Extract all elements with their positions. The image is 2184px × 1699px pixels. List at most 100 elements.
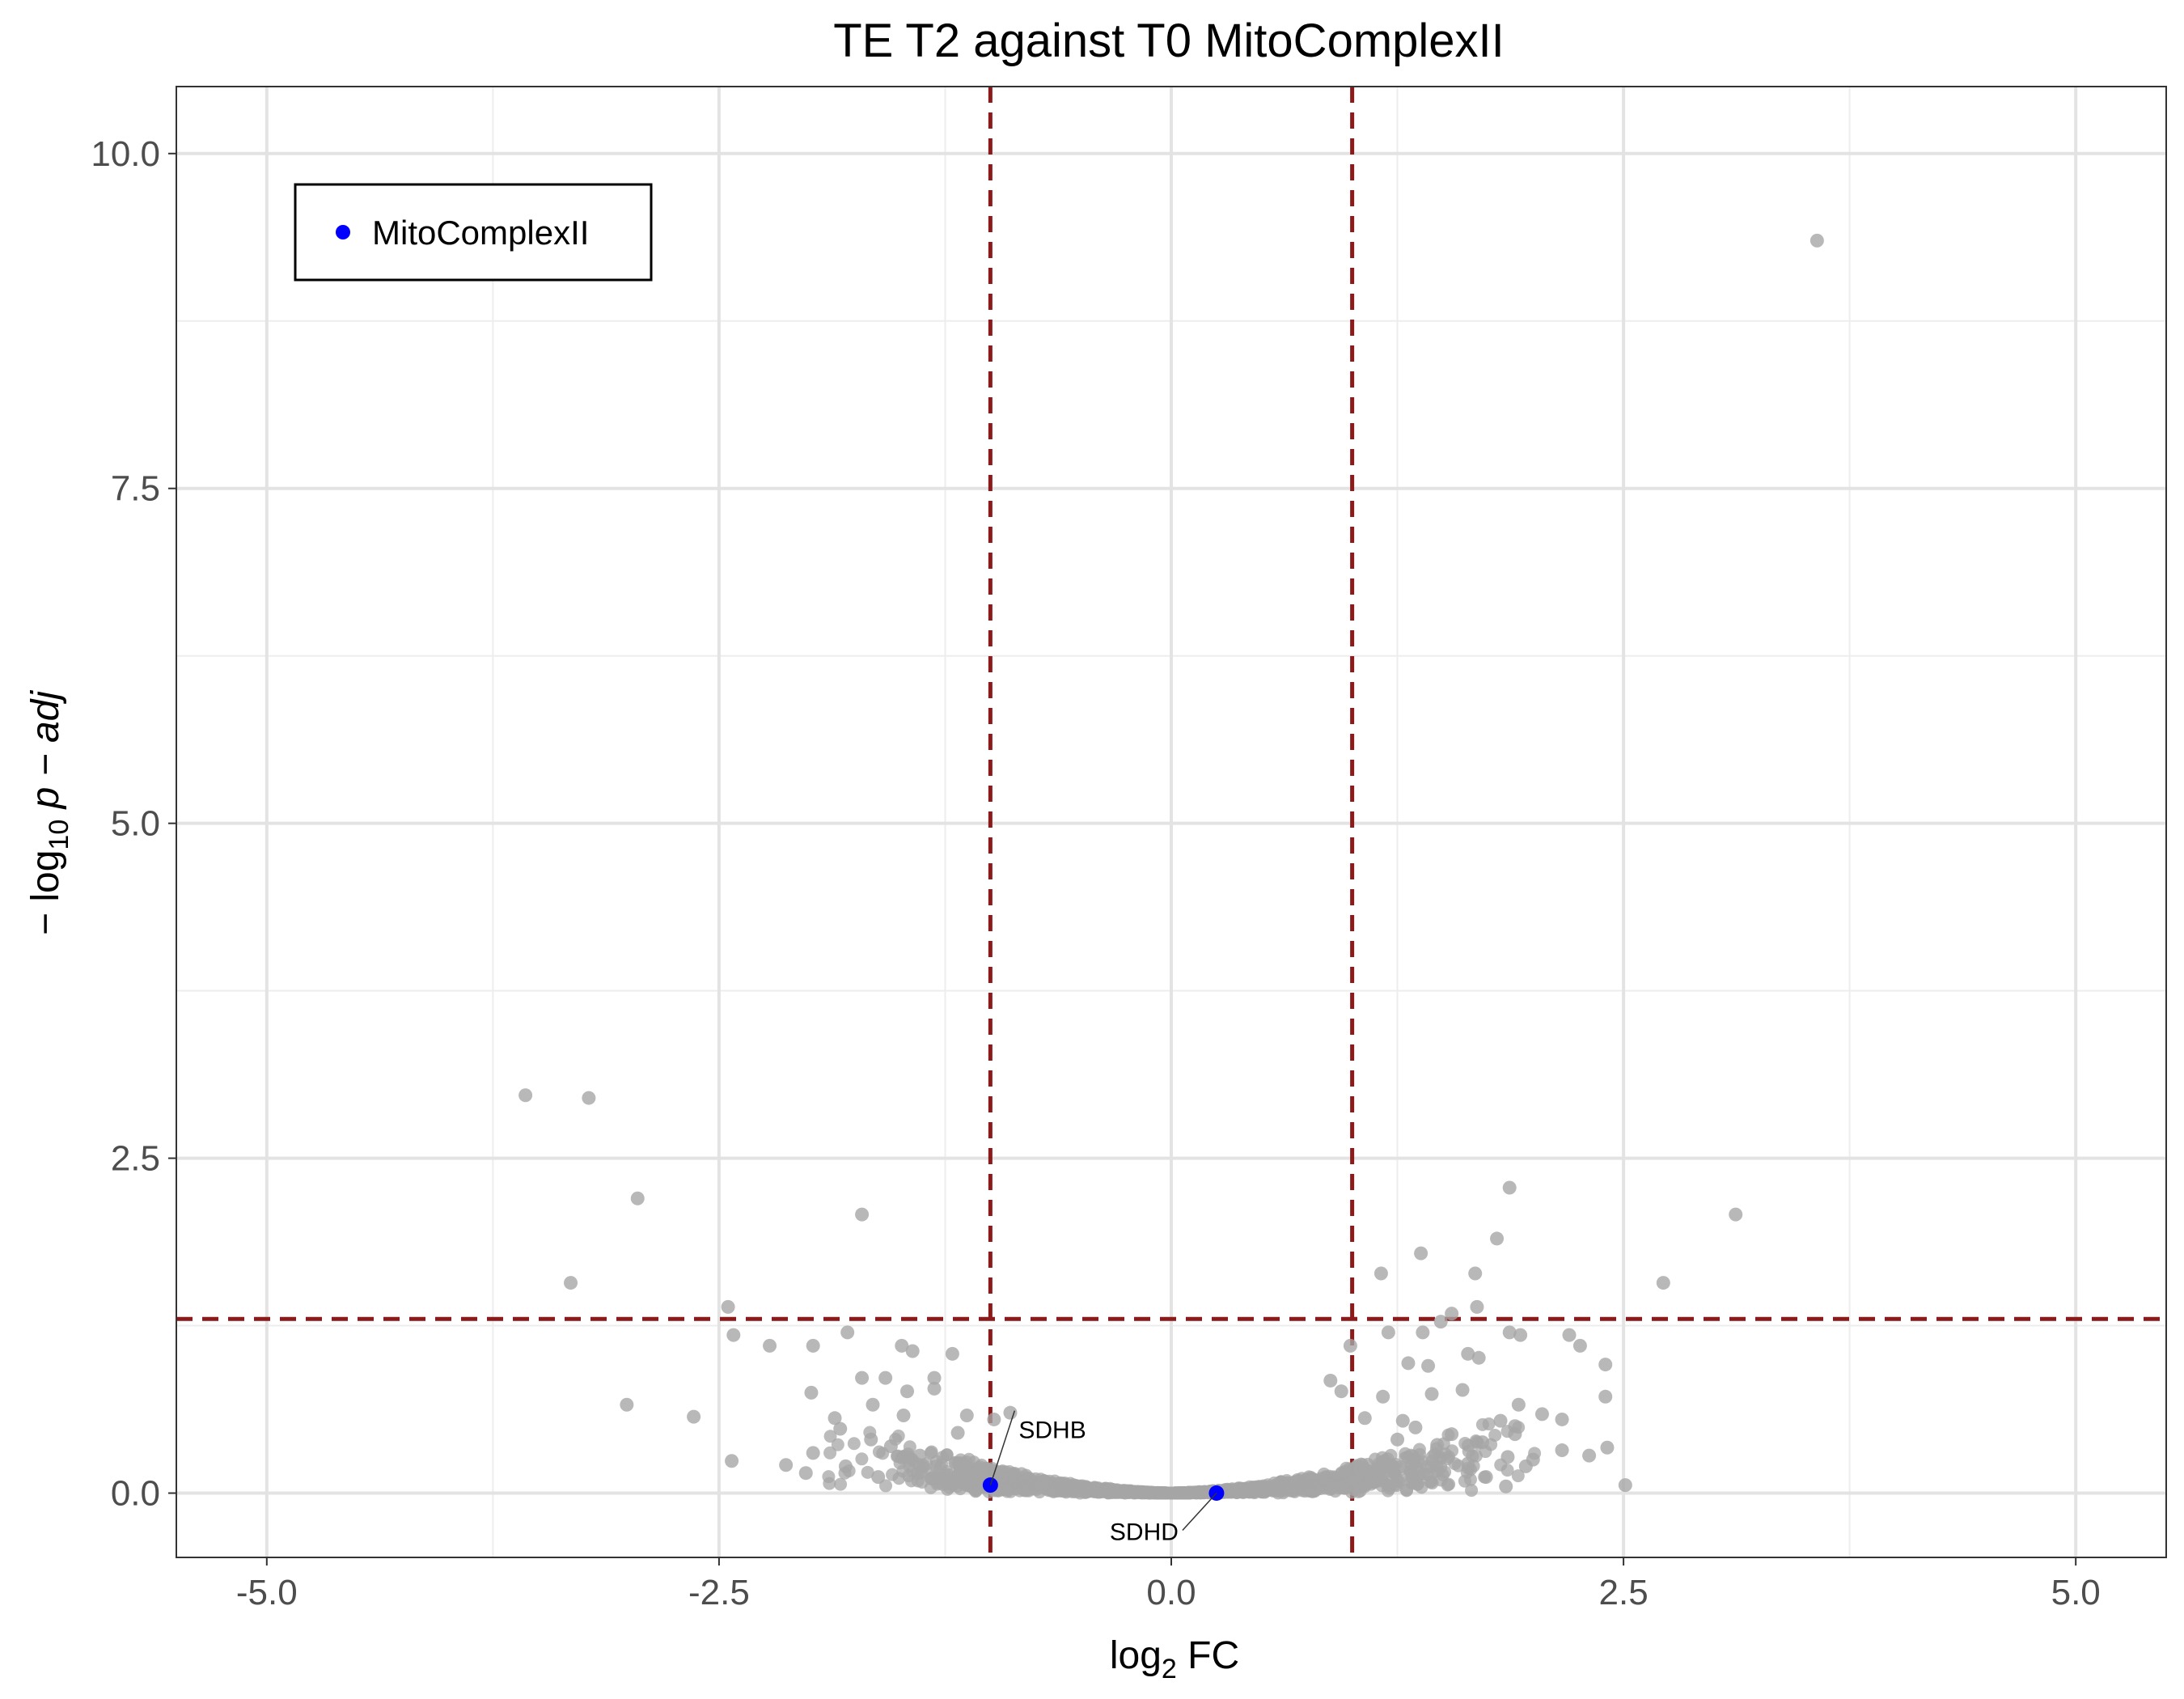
data-point-cloud	[929, 1460, 942, 1473]
data-point	[1598, 1358, 1613, 1372]
legend-box	[294, 183, 653, 282]
x-axis-title: log2 FC	[1110, 1634, 1239, 1684]
data-point-cloud	[1230, 1483, 1244, 1497]
data-point-cloud	[1424, 1475, 1437, 1489]
data-point-cloud	[1475, 1417, 1489, 1431]
x-tick-label: -2.5	[688, 1573, 750, 1612]
data-point-cloud	[1017, 1482, 1031, 1496]
y-axis-title: − log10 p − adj	[24, 690, 74, 935]
data-point	[1508, 1427, 1522, 1442]
data-point	[1490, 1231, 1505, 1246]
data-point	[950, 1426, 965, 1440]
data-point	[1729, 1207, 1743, 1222]
data-point	[1479, 1470, 1493, 1485]
data-point	[1555, 1412, 1569, 1426]
data-point	[763, 1338, 777, 1353]
data-point	[1582, 1448, 1597, 1463]
data-point-cloud	[1381, 1484, 1395, 1498]
data-point	[1416, 1325, 1430, 1340]
data-point	[1461, 1456, 1475, 1471]
data-point-cloud	[940, 1448, 954, 1462]
data-point	[1499, 1479, 1513, 1494]
data-point-cloud	[1170, 1486, 1183, 1500]
data-point	[1390, 1432, 1405, 1447]
data-point	[1468, 1266, 1483, 1281]
data-point	[912, 1448, 927, 1463]
y-tick-label: 5.0	[111, 804, 160, 844]
data-point-cloud	[1387, 1466, 1401, 1480]
chart-title: TE T2 against T0 MitoComplexII	[833, 15, 1505, 67]
data-point	[779, 1458, 794, 1472]
annotation-label: SDHD	[1110, 1519, 1179, 1546]
annotation-leader-line	[989, 1410, 1016, 1485]
data-point	[866, 1397, 880, 1412]
data-point	[833, 1421, 848, 1436]
data-point-cloud	[961, 1476, 975, 1489]
data-point-cloud	[901, 1453, 915, 1467]
data-point	[1455, 1383, 1470, 1397]
x-axis-title-subscript: 2	[1162, 1654, 1177, 1684]
data-point-cloud	[1339, 1465, 1352, 1479]
data-point-cloud	[924, 1446, 938, 1460]
data-point	[1424, 1387, 1439, 1401]
data-point	[806, 1338, 820, 1353]
data-point-cloud	[855, 1452, 869, 1466]
data-point-cloud	[1300, 1476, 1314, 1489]
x-tick-label: 5.0	[2051, 1573, 2101, 1612]
data-point-cloud	[1461, 1438, 1475, 1452]
data-point-cloud	[1249, 1481, 1263, 1495]
data-point	[687, 1409, 701, 1424]
data-point	[1502, 1180, 1517, 1195]
data-point	[564, 1276, 578, 1290]
data-point	[518, 1088, 533, 1103]
data-point	[1618, 1478, 1632, 1493]
data-point	[1381, 1325, 1395, 1340]
data-point-cloud	[1023, 1472, 1037, 1485]
data-point	[1401, 1356, 1416, 1371]
data-point	[1408, 1420, 1423, 1434]
data-point	[1445, 1427, 1459, 1442]
data-point-cloud	[1085, 1484, 1098, 1498]
data-point	[1502, 1325, 1517, 1340]
data-point	[1343, 1338, 1357, 1353]
data-point	[582, 1091, 596, 1105]
data-point	[1430, 1438, 1445, 1452]
data-point-cloud	[1375, 1474, 1389, 1488]
data-point	[945, 1346, 959, 1361]
data-point	[721, 1299, 735, 1314]
data-point-cloud	[1362, 1476, 1376, 1489]
grid-layer	[176, 87, 2166, 1557]
data-point	[855, 1207, 870, 1222]
data-point-cloud	[1279, 1479, 1293, 1493]
data-point	[1414, 1246, 1428, 1260]
data-point	[1809, 233, 1824, 248]
x-tick-label: 0.0	[1146, 1573, 1196, 1612]
data-point	[1334, 1384, 1348, 1399]
data-point-cloud	[834, 1477, 848, 1491]
data-point-cloud	[1118, 1485, 1132, 1499]
data-point	[1475, 1435, 1490, 1450]
point-annotations: SDHB SDHD	[989, 1410, 1217, 1546]
data-point-cloud	[1465, 1484, 1479, 1498]
y-tick-label: 2.5	[111, 1139, 160, 1179]
data-point	[1376, 1389, 1390, 1404]
data-point	[1555, 1443, 1569, 1458]
data-point	[1598, 1389, 1613, 1404]
data-point-cloud	[823, 1430, 837, 1443]
data-point	[1500, 1450, 1515, 1464]
data-point-cloud	[1323, 1477, 1337, 1491]
data-point	[1421, 1358, 1436, 1373]
data-point-cloud	[1190, 1485, 1204, 1499]
data-point	[1395, 1413, 1410, 1428]
data-point	[1445, 1307, 1459, 1321]
data-point	[1600, 1440, 1615, 1455]
data-point-cloud	[831, 1438, 844, 1451]
data-point	[1003, 1405, 1018, 1420]
data-point	[959, 1408, 974, 1422]
x-axis-title-main: log	[1110, 1634, 1162, 1677]
data-point-cloud	[949, 1456, 963, 1470]
data-point	[1513, 1328, 1528, 1342]
data-point	[827, 1411, 842, 1426]
point-cloud	[822, 1417, 1542, 1500]
